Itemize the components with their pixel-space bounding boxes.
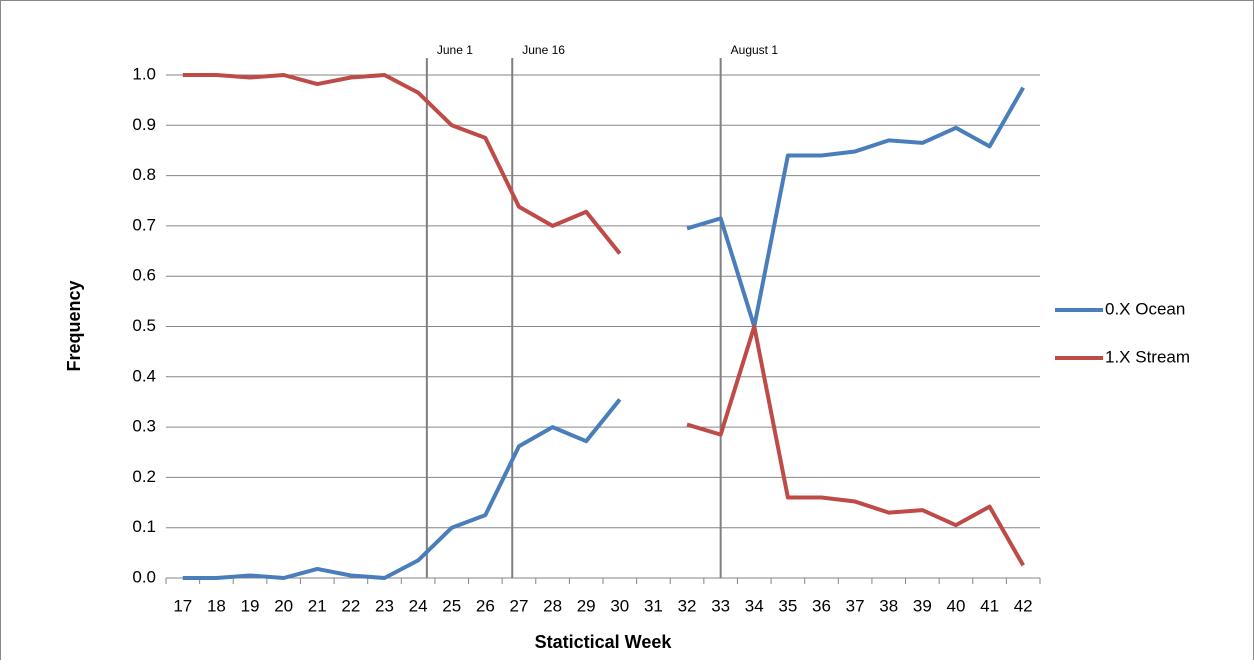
x-tick-label: 34 xyxy=(745,596,764,615)
y-tick-label: 0.9 xyxy=(132,115,156,134)
x-tick-label: 21 xyxy=(308,596,327,615)
x-tick-label: 18 xyxy=(207,596,226,615)
x-tick-label: 20 xyxy=(274,596,293,615)
y-tick-label: 1.0 xyxy=(132,64,156,83)
x-tick-label: 32 xyxy=(678,596,697,615)
x-tick-label: 30 xyxy=(610,596,629,615)
x-tick-label: 23 xyxy=(375,596,394,615)
y-tick-label: 0.5 xyxy=(132,316,156,335)
legend-label: 1.X Stream xyxy=(1105,347,1190,366)
annotation-label: June 1 xyxy=(437,43,473,57)
x-tick-label: 31 xyxy=(644,596,663,615)
y-tick-label: 0.7 xyxy=(132,215,156,234)
y-tick-label: 0.3 xyxy=(132,417,156,436)
x-tick-label: 40 xyxy=(947,596,966,615)
x-tick-label: 26 xyxy=(476,596,495,615)
x-tick-label: 29 xyxy=(577,596,596,615)
x-tick-label: 35 xyxy=(778,596,797,615)
x-tick-label: 24 xyxy=(409,596,428,615)
x-tick-label: 25 xyxy=(442,596,461,615)
data-line xyxy=(182,86,1025,580)
y-tick-label: 0.8 xyxy=(132,165,156,184)
x-axis-title: Statictical Week xyxy=(535,632,673,652)
annotation-label: August 1 xyxy=(731,43,779,57)
x-tick-label: 17 xyxy=(173,596,192,615)
x-tick-label: 42 xyxy=(1014,596,1033,615)
y-tick-label: 0.2 xyxy=(132,467,156,486)
y-tick-label: 0.4 xyxy=(132,366,156,385)
y-axis-title: Frequency xyxy=(64,280,84,371)
data-line xyxy=(182,73,1025,567)
x-tick-label: 41 xyxy=(980,596,999,615)
x-tick-label: 28 xyxy=(543,596,562,615)
x-tick-label: 38 xyxy=(879,596,898,615)
y-tick-label: 0.6 xyxy=(132,266,156,285)
x-tick-label: 37 xyxy=(846,596,865,615)
x-tick-label: 19 xyxy=(241,596,260,615)
annotation-label: June 16 xyxy=(522,43,565,57)
x-tick-label: 27 xyxy=(510,596,529,615)
x-tick-label: 36 xyxy=(812,596,831,615)
x-tick-label: 33 xyxy=(711,596,730,615)
legend-label: 0.X Ocean xyxy=(1105,299,1185,318)
x-tick-label: 22 xyxy=(341,596,360,615)
y-tick-label: 0.1 xyxy=(132,517,156,536)
y-tick-label: 0.0 xyxy=(132,567,156,586)
x-tick-label: 39 xyxy=(913,596,932,615)
